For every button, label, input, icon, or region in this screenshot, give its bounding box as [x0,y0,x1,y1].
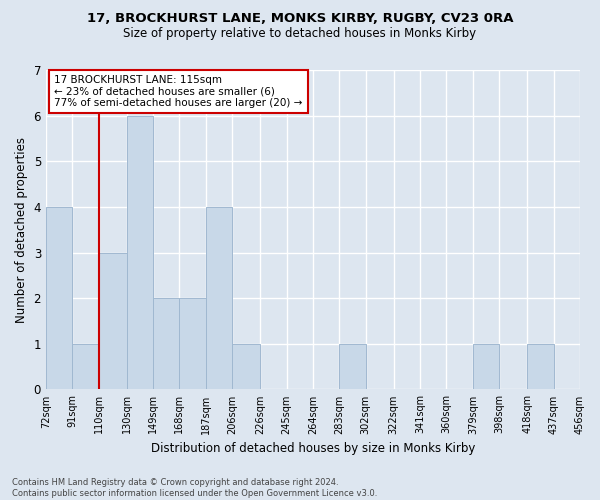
Bar [473,344,499,390]
Bar [153,298,179,390]
Y-axis label: Number of detached properties: Number of detached properties [15,136,28,322]
Bar [73,344,99,390]
Text: Size of property relative to detached houses in Monks Kirby: Size of property relative to detached ho… [124,28,476,40]
Bar [340,344,366,390]
Bar [179,298,206,390]
X-axis label: Distribution of detached houses by size in Monks Kirby: Distribution of detached houses by size … [151,442,475,455]
Bar [527,344,554,390]
Bar [127,116,153,390]
Bar [206,207,232,390]
Text: 17 BROCKHURST LANE: 115sqm
← 23% of detached houses are smaller (6)
77% of semi-: 17 BROCKHURST LANE: 115sqm ← 23% of deta… [54,75,302,108]
Bar [99,252,127,390]
Text: Contains HM Land Registry data © Crown copyright and database right 2024.
Contai: Contains HM Land Registry data © Crown c… [12,478,377,498]
Bar [232,344,260,390]
Bar [46,207,73,390]
Text: 17, BROCKHURST LANE, MONKS KIRBY, RUGBY, CV23 0RA: 17, BROCKHURST LANE, MONKS KIRBY, RUGBY,… [87,12,513,26]
